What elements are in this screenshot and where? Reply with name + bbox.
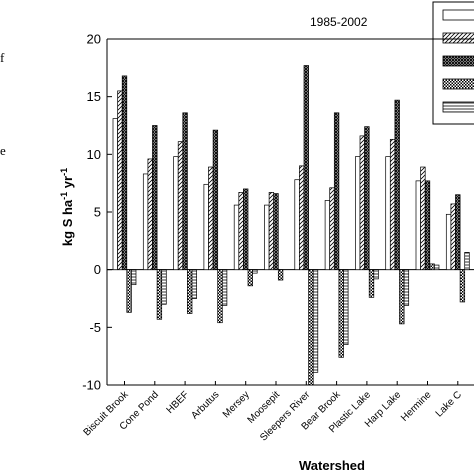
bar <box>399 269 405 325</box>
bar <box>277 269 284 281</box>
bar <box>373 269 379 280</box>
category-label: Hermine <box>399 389 434 424</box>
y-axis-title: kg S ha-1 yr-1 <box>59 168 75 246</box>
bar <box>217 269 223 324</box>
bar <box>424 180 431 271</box>
margin-text-2: e <box>0 143 6 158</box>
bar <box>147 158 153 271</box>
chart-title: 1985-2002 <box>310 15 368 29</box>
bar <box>238 192 244 271</box>
legend-swatch <box>442 9 474 21</box>
bar <box>445 213 452 271</box>
bar <box>415 180 421 271</box>
bar <box>299 165 305 271</box>
y-tick-label: 10 <box>87 147 101 162</box>
bar <box>142 173 149 271</box>
bar <box>329 187 335 271</box>
bar <box>212 129 219 271</box>
legend-swatch <box>442 78 474 90</box>
category-label: Arbutus <box>189 389 221 421</box>
bar <box>303 65 309 271</box>
bar <box>324 200 331 271</box>
bar <box>429 263 435 271</box>
bar <box>420 166 426 271</box>
category-label: Lake C <box>434 389 464 419</box>
bar <box>450 203 456 271</box>
bar <box>333 112 340 271</box>
bar <box>403 269 410 306</box>
bar <box>308 269 314 386</box>
y-tick-label: -5 <box>89 320 101 335</box>
legend-swatch <box>442 101 474 113</box>
bar <box>294 179 300 271</box>
x-axis-title: Watershed <box>299 458 365 473</box>
bar <box>243 188 249 271</box>
y-tick-label: 0 <box>94 262 101 277</box>
bar <box>161 269 167 305</box>
bar <box>191 269 197 299</box>
y-tick-label: -10 <box>82 378 101 393</box>
bar <box>364 126 370 271</box>
bar <box>187 269 193 314</box>
y-tick-label: 15 <box>87 89 101 104</box>
bar <box>177 141 184 271</box>
bar <box>368 269 375 298</box>
bar <box>156 269 163 320</box>
bar <box>394 99 400 271</box>
bar <box>268 192 275 271</box>
bar <box>338 269 344 358</box>
bar <box>359 135 365 271</box>
legend-swatch <box>442 32 474 44</box>
bar <box>131 269 137 286</box>
category-label: HBEF <box>165 389 192 416</box>
bar <box>264 204 270 271</box>
bar <box>247 269 253 287</box>
bar <box>455 194 461 271</box>
legend <box>432 1 474 125</box>
bar <box>343 269 349 345</box>
bar <box>312 269 319 373</box>
bar <box>389 138 396 271</box>
bar <box>182 112 188 271</box>
bar <box>385 156 391 271</box>
bar <box>117 90 123 271</box>
bar <box>121 75 128 271</box>
bar <box>173 156 179 271</box>
bar <box>221 269 228 306</box>
bar <box>273 193 279 271</box>
bar <box>203 183 209 271</box>
bar <box>355 156 361 271</box>
bar <box>464 252 470 271</box>
bar <box>126 269 132 313</box>
margin-text-1: f <box>0 50 5 65</box>
bar <box>434 264 440 271</box>
bar <box>252 269 258 274</box>
bar <box>233 204 240 271</box>
bar <box>208 166 214 271</box>
legend-swatch <box>442 55 474 67</box>
y-tick-label: 5 <box>94 205 101 220</box>
bar <box>459 269 466 303</box>
bar <box>112 118 118 271</box>
plot-axes: -10 -5 0 5 10 15 20 <box>82 32 474 393</box>
y-tick-label: 20 <box>87 32 101 47</box>
bar <box>152 125 158 271</box>
bar-layer <box>112 65 470 386</box>
